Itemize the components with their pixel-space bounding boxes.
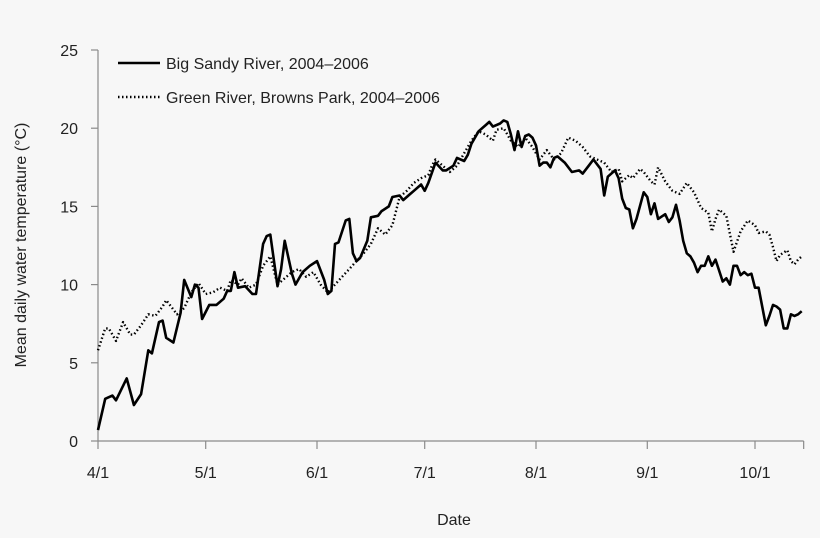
x-tick-label: 5/1 [195, 465, 217, 482]
legend-label-green-river: Green River, Browns Park, 2004–2006 [166, 90, 440, 107]
y-tick-label: 20 [60, 121, 78, 138]
x-tick-label: 7/1 [414, 465, 436, 482]
y-tick-label: 0 [69, 434, 78, 451]
series-line-green-river [96, 126, 803, 351]
x-tick-label: 8/1 [525, 465, 547, 482]
y-axis-label: Mean daily water temperature (°C) [13, 123, 30, 368]
x-tick-label: 6/1 [306, 465, 328, 482]
x-tick-label: 10/1 [739, 465, 770, 482]
y-tick-label: 15 [60, 199, 78, 216]
series-line-big-sandy [96, 119, 803, 431]
axes: 0 5 10 15 20 25 4/1 5/1 6/1 7/1 8/1 9/1 10/1 [60, 43, 805, 482]
series-group [96, 119, 803, 431]
y-tick-label: 10 [60, 278, 78, 295]
x-axis-label: Date [437, 512, 471, 529]
legend-label-big-sandy: Big Sandy River, 2004–2006 [166, 56, 369, 73]
y-tick-label: 25 [60, 43, 78, 60]
x-tick-label: 9/1 [636, 465, 658, 482]
x-tick-label: 4/1 [87, 465, 109, 482]
legend: Big Sandy River, 2004–2006 Green River, … [118, 56, 440, 107]
y-tick-label: 5 [69, 356, 78, 373]
